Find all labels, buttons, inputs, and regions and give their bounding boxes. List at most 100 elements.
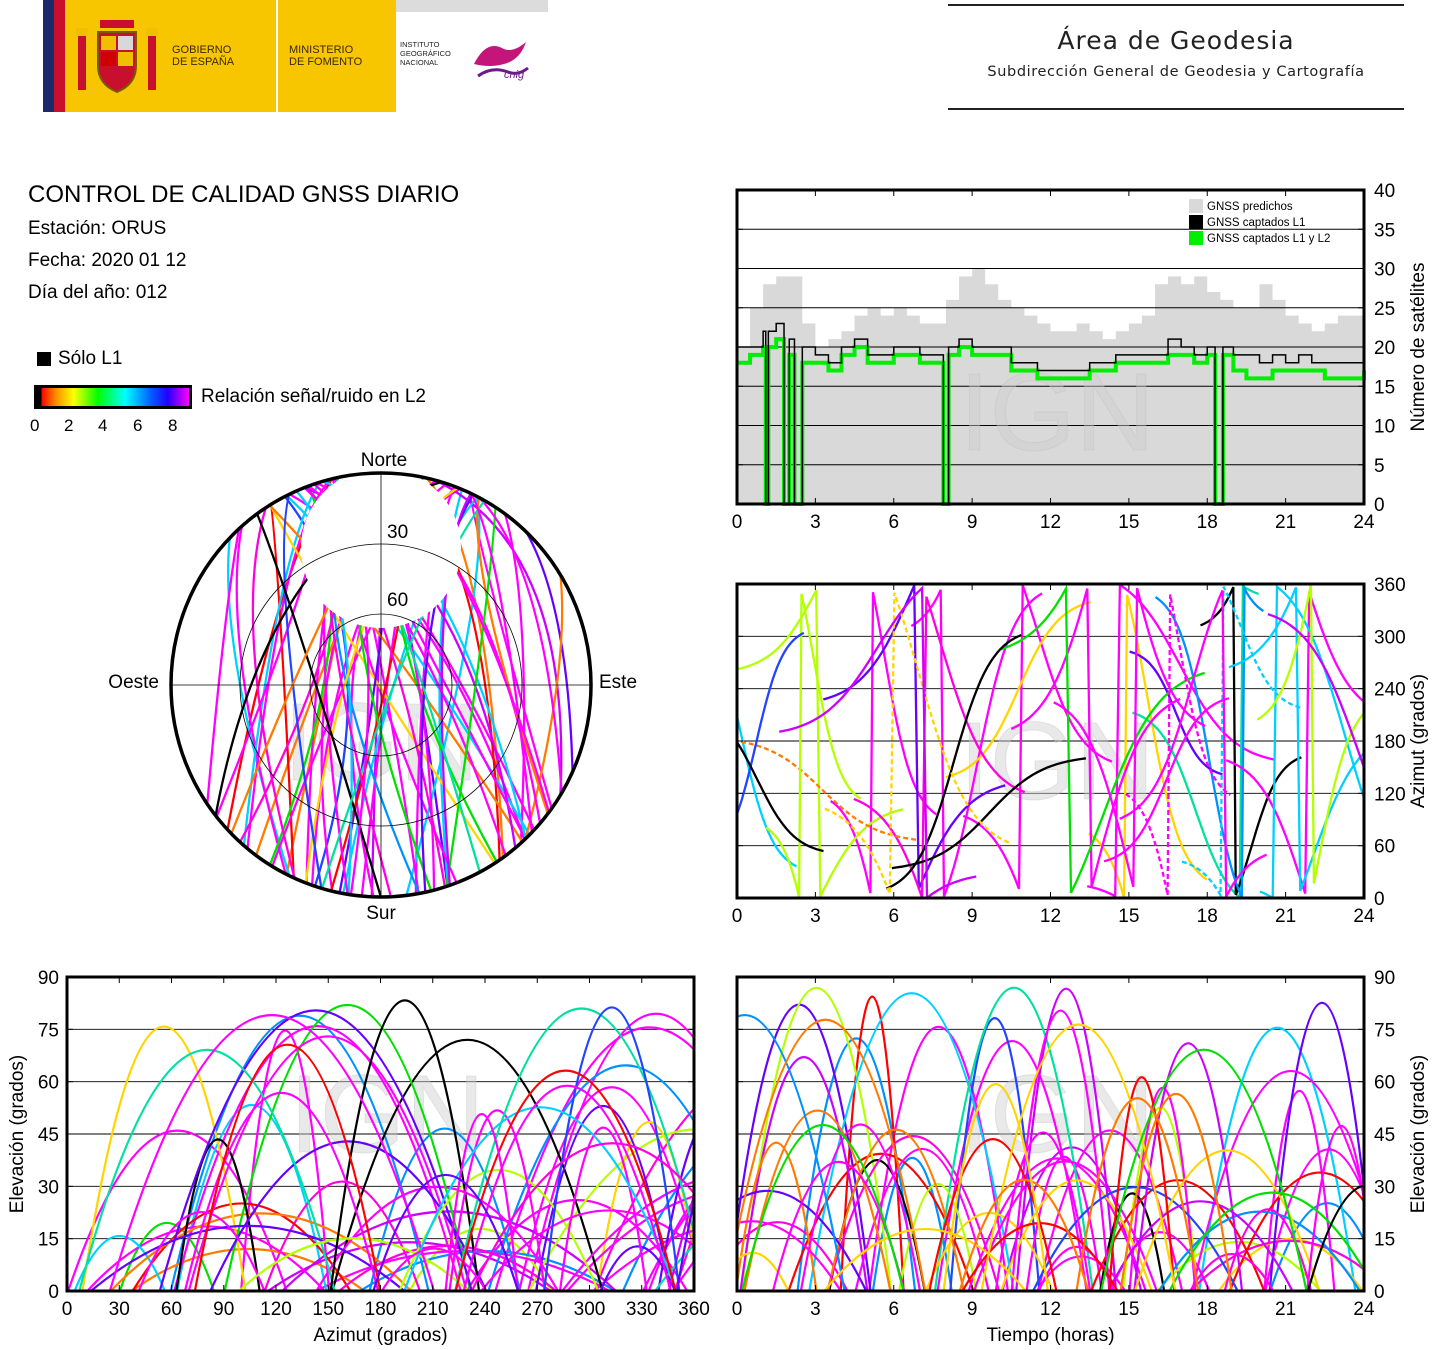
satellite-track (1010, 588, 1181, 888)
satellite-track (494, 1026, 694, 1291)
satellite-track (910, 589, 1043, 897)
satellite-track (131, 1202, 352, 1291)
satellite-track (67, 1129, 288, 1291)
satellite-track (238, 1237, 470, 1291)
y-tick-label: 20 (1374, 338, 1395, 359)
satellite-track (465, 1199, 689, 1291)
y-tick-label: 30 (1374, 1177, 1395, 1198)
report-title: CONTROL DE CALIDAD GNSS DIARIO (28, 181, 460, 208)
y-tick-label: 180 (1374, 732, 1406, 753)
satellite-track (740, 986, 893, 1291)
x-tick-label: 6 (888, 1299, 899, 1320)
area-top-rule (948, 4, 1404, 6)
satellite-track (1129, 650, 1223, 776)
y-tick-label: 90 (1374, 968, 1395, 989)
satellite-track (372, 1173, 520, 1291)
satellite-track (528, 1128, 694, 1291)
satellite-track (209, 1140, 488, 1291)
x-tick-label: 180 (365, 1299, 397, 1320)
satellite-track (176, 1103, 328, 1291)
satellite-track (109, 1212, 412, 1291)
satellite-track (891, 757, 1087, 870)
satellite-track (1099, 1192, 1166, 1291)
satellite-track (1133, 1149, 1321, 1291)
satellite-track (1053, 587, 1206, 888)
satellite-track (1107, 1200, 1294, 1291)
legend-swatch (1189, 215, 1203, 229)
satellite-track (1198, 1026, 1357, 1291)
x-tick-label: 60 (161, 1299, 182, 1320)
satellite-track (737, 1018, 927, 1291)
y-tick-label: 0 (1374, 889, 1385, 910)
satellite-track (1119, 590, 1268, 898)
banner-separator (276, 0, 278, 112)
legend-label: GNSS captados L1 y L2 (1207, 233, 1330, 245)
satellite-track (1259, 584, 1364, 898)
satellite-track (737, 739, 920, 842)
area-bottom-rule (948, 108, 1404, 110)
x-tick-label: 18 (1197, 906, 1218, 927)
satellite-track (454, 1007, 694, 1291)
y-tick-label: 0 (1374, 495, 1385, 516)
x-tick-label: 24 (1353, 512, 1375, 533)
satellite-track (961, 1222, 1119, 1291)
satellite-track (338, 1244, 557, 1291)
satellite-track (158, 1009, 473, 1291)
instituto-text: INSTITUTO GEOGRÁFICO NACIONAL (400, 40, 451, 67)
satellite-track (808, 992, 1015, 1291)
satellite-track (380, 1247, 488, 1291)
x-tick-label: 0 (732, 512, 743, 533)
y-tick-label: 15 (1374, 1230, 1395, 1251)
satellite-track (527, 1012, 694, 1291)
x-tick-label: 15 (1118, 512, 1139, 533)
satellite-track (737, 1014, 846, 1291)
satellite-track (1132, 584, 1259, 898)
satellite-track (1267, 613, 1364, 771)
satellite-track (193, 1043, 382, 1291)
x-tick-label: 18 (1197, 1299, 1218, 1320)
satellite-track (958, 1178, 1090, 1291)
satellite-track (173, 1025, 462, 1291)
satellite-track (942, 1083, 1049, 1291)
y-tick-label: 90 (38, 968, 59, 989)
x-tick-label: 6 (888, 512, 899, 533)
x-tick-label: 15 (1118, 1299, 1139, 1320)
satellite-track (78, 1048, 336, 1291)
ign-top-bar (396, 0, 548, 12)
x-tick-label: 0 (732, 906, 743, 927)
satellite-track (1088, 594, 1208, 898)
y-tick-label: 30 (38, 1177, 59, 1198)
x-tick-label: 240 (469, 1299, 501, 1320)
satellite-track (90, 1224, 406, 1291)
y-tick-label: 25 (1374, 299, 1395, 320)
area-title: Área de Geodesia (1057, 26, 1295, 55)
snr-tick: 2 (64, 416, 74, 435)
y-tick-label: 10 (1374, 417, 1395, 438)
legend-label: GNSS captados L1 (1207, 217, 1305, 229)
legend-label: GNSS predichos (1207, 201, 1293, 213)
satellite-track (741, 1124, 905, 1291)
x-tick-label: 300 (574, 1299, 606, 1320)
y-tick-label: 300 (1374, 627, 1406, 648)
satellite-track (826, 1128, 965, 1291)
y-tick-label: 60 (1374, 837, 1395, 858)
x-tick-label: 270 (521, 1299, 553, 1320)
station-label: Estación: ORUS (28, 218, 167, 239)
satellite-track (1100, 1048, 1308, 1291)
y-tick-label: 240 (1374, 680, 1406, 701)
west-label: Oeste (108, 672, 159, 693)
y-tick-label: 5 (1374, 456, 1385, 477)
x-tick-label: 150 (312, 1299, 344, 1320)
satellite-track (593, 1229, 694, 1291)
satellite-track (543, 1006, 681, 1291)
satellite-track (737, 740, 824, 853)
x-tick-label: 9 (967, 1299, 978, 1320)
satellite-track (1032, 1186, 1239, 1291)
y-tick-label: 360 (1374, 575, 1406, 596)
y-tick-label: 75 (38, 1020, 59, 1041)
ign-watermark: IGN (959, 1053, 1155, 1176)
satellite-track (1075, 1097, 1200, 1291)
satellite-track (973, 1160, 1158, 1291)
